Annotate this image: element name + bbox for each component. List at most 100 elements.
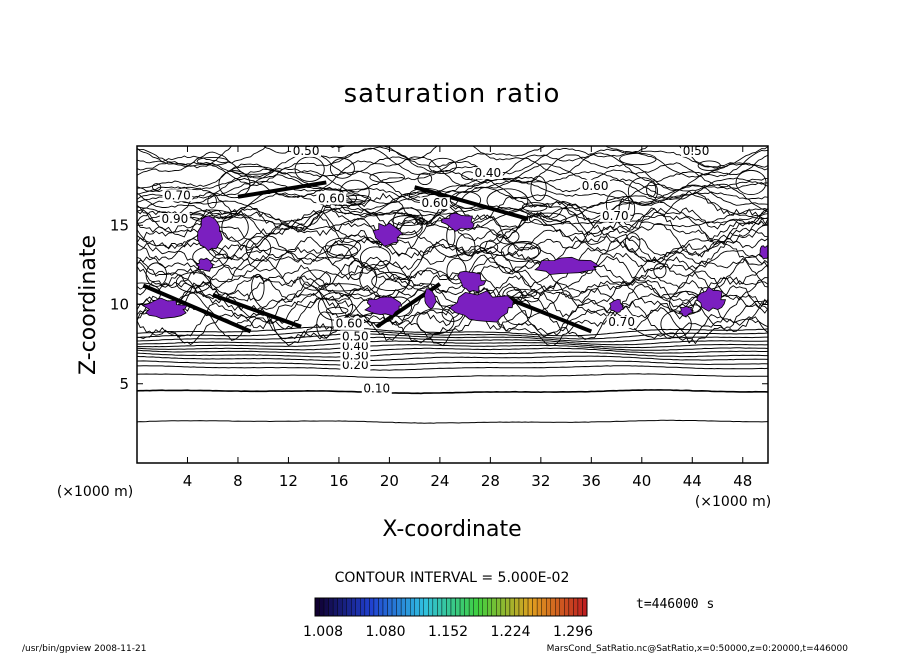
contour-label-bg (316, 192, 347, 205)
supersaturated-region (457, 270, 487, 293)
colorbar-cell (564, 597, 570, 617)
contour-label: 0.60 (421, 196, 448, 210)
contour-line (137, 280, 768, 311)
x-tick-label: 44 (683, 472, 702, 490)
supersaturated-region (759, 245, 768, 260)
contour-label: 0.60 (318, 191, 345, 205)
contour-label-bg (340, 330, 371, 343)
contour-loop (735, 169, 767, 196)
contour-loop (417, 172, 433, 186)
contour-label-bg (340, 339, 371, 352)
contour-label: 0.40 (474, 166, 501, 180)
supersaturated-region (372, 222, 404, 247)
contour-label-bg (334, 317, 365, 330)
y-tick-label: 10 (110, 296, 129, 314)
colorbar-cell (346, 597, 352, 617)
colorbar-cell (487, 597, 492, 617)
contour-loop (627, 177, 659, 206)
colorbar-cell (582, 597, 588, 617)
contour-label: 0.90 (162, 212, 189, 226)
colorbar-cell (523, 597, 529, 617)
contour-line (137, 344, 768, 351)
contour-line (137, 419, 768, 424)
x-tick-label: 32 (531, 472, 550, 490)
contour-loop (646, 182, 657, 198)
colorbar-cell (541, 597, 547, 617)
x-tick-label: 12 (279, 472, 298, 490)
colorbar-cell (396, 597, 402, 617)
supersaturated-region (195, 257, 216, 272)
contour-loop (391, 215, 425, 227)
contour-loop (528, 212, 567, 226)
contour-loop (152, 183, 162, 191)
contour-label-bg (606, 316, 637, 329)
contour-loop (339, 179, 370, 205)
contour-label: 0.70 (164, 188, 191, 202)
colorbar-cell (360, 597, 366, 617)
colorbar-cell (364, 597, 370, 617)
y-axis-unit: (×1000 m) (57, 484, 133, 500)
contour-loop (175, 272, 212, 293)
supersaturated-region (609, 298, 626, 313)
colorbar-ticks: 1.008 1.080 1.152 1.224 1.296 (303, 624, 593, 640)
colorbar-cell (342, 597, 347, 617)
colorbar-cell (437, 597, 443, 617)
colorbar-cell (323, 597, 329, 617)
colorbar-cell (555, 597, 560, 617)
supersaturated-region (364, 296, 403, 317)
colorbar-cell (414, 597, 420, 617)
colorbar-cell (536, 597, 542, 617)
contour-line (137, 280, 768, 320)
colorbar-cell (387, 597, 393, 617)
contour-cluster (237, 180, 327, 199)
colorbar-cell (428, 597, 434, 617)
colorbar-cell (509, 597, 515, 617)
contour-label: 0.50 (293, 144, 320, 158)
contour-line (137, 280, 768, 330)
contour-label-bg (162, 189, 193, 202)
x-tick-label: 40 (632, 472, 651, 490)
colorbar-cell (464, 597, 470, 617)
colorbar-cell (337, 597, 343, 617)
colorbar-cell (391, 597, 397, 617)
chart-title: saturation ratio (344, 79, 561, 109)
colorbar-cell (478, 597, 483, 617)
contour-interval-label: CONTOUR INTERVAL = 5.000E-02 (335, 570, 570, 586)
colorbar-cell (450, 597, 456, 617)
contour-line (137, 233, 768, 267)
contour-loop (369, 171, 405, 184)
contour-loop (218, 170, 251, 199)
colorbar-cell (419, 597, 424, 617)
contour-loop (324, 237, 362, 257)
supersaturated-region (141, 297, 188, 320)
contour-loop (348, 260, 363, 281)
contour-loop (329, 158, 355, 179)
x-tick-label: 20 (380, 472, 399, 490)
colorbar-cell (446, 597, 452, 617)
contour-loop (299, 269, 332, 291)
contour-loop (392, 207, 424, 236)
contour-cluster (212, 293, 302, 329)
colorbar-cell (491, 597, 497, 617)
colorbar-tick-label: 1.224 (490, 624, 530, 640)
contour-loop (221, 212, 249, 242)
contour-label-bg (340, 358, 371, 371)
supersaturated-region (448, 290, 514, 323)
contour-line (137, 233, 768, 290)
colorbar-cell (369, 597, 375, 617)
contour-label: 0.70 (602, 209, 629, 223)
colorbar-cell (410, 597, 415, 617)
contour-label: 0.50 (683, 144, 710, 158)
contour-line (137, 238, 768, 273)
contour-line (137, 347, 768, 354)
colorbar-cell (568, 597, 574, 617)
supersaturated-regions (141, 212, 768, 323)
colorbar (314, 597, 588, 617)
contour-line (137, 389, 768, 395)
contour-loop (428, 157, 457, 175)
contour-loop (449, 191, 482, 209)
colorbar-cell (314, 597, 320, 617)
x-tick-label: 16 (329, 472, 348, 490)
supersaturated-region (534, 256, 601, 275)
